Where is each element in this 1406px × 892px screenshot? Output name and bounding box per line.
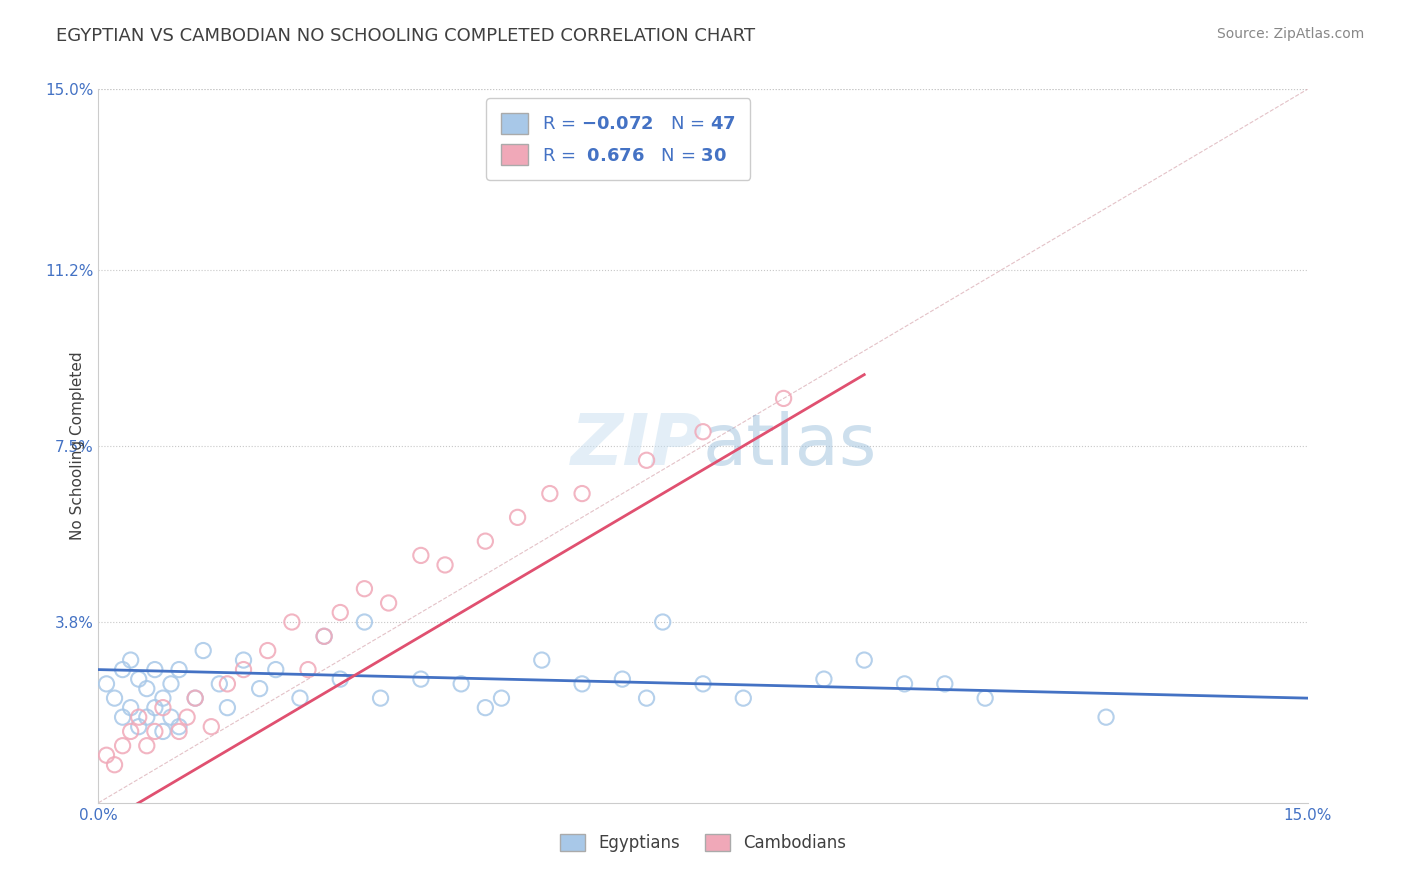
Point	[377, 596, 399, 610]
Point	[506, 510, 529, 524]
Point	[184, 691, 207, 706]
Point	[530, 653, 553, 667]
Y-axis label: No Schooling Completed: No Schooling Completed	[69, 351, 84, 541]
Point	[353, 615, 375, 629]
Point	[329, 606, 352, 620]
Point	[128, 672, 150, 686]
Point	[571, 486, 593, 500]
Point	[200, 720, 222, 734]
Point	[651, 615, 673, 629]
Point	[152, 724, 174, 739]
Point	[128, 710, 150, 724]
Point	[636, 453, 658, 467]
Point	[135, 681, 157, 696]
Point	[176, 710, 198, 724]
Point	[143, 700, 166, 714]
Point	[538, 486, 561, 500]
Point	[135, 710, 157, 724]
Point	[184, 691, 207, 706]
Point	[772, 392, 794, 406]
Point	[813, 672, 835, 686]
Point	[167, 720, 190, 734]
Point	[893, 677, 915, 691]
Point	[853, 653, 876, 667]
Point	[111, 663, 134, 677]
Point	[329, 672, 352, 686]
Point	[120, 653, 142, 667]
Point	[96, 677, 118, 691]
Text: EGYPTIAN VS CAMBODIAN NO SCHOOLING COMPLETED CORRELATION CHART: EGYPTIAN VS CAMBODIAN NO SCHOOLING COMPL…	[56, 27, 755, 45]
Point	[167, 724, 190, 739]
Point	[217, 677, 239, 691]
Point	[692, 677, 714, 691]
Point	[152, 691, 174, 706]
Point	[1095, 710, 1118, 724]
Text: atlas: atlas	[703, 411, 877, 481]
Point	[193, 643, 215, 657]
Point	[152, 700, 174, 714]
Point	[135, 739, 157, 753]
Point	[160, 710, 183, 724]
Text: ZIP: ZIP	[571, 411, 703, 481]
Point	[208, 677, 231, 691]
Point	[249, 681, 271, 696]
Point	[232, 653, 254, 667]
Text: Source: ZipAtlas.com: Source: ZipAtlas.com	[1216, 27, 1364, 41]
Point	[434, 558, 457, 572]
Point	[103, 691, 125, 706]
Point	[103, 757, 125, 772]
Point	[143, 663, 166, 677]
Point	[314, 629, 336, 643]
Point	[934, 677, 956, 691]
Point	[571, 677, 593, 691]
Point	[111, 710, 134, 724]
Point	[370, 691, 392, 706]
Point	[160, 677, 183, 691]
Point	[733, 691, 755, 706]
Point	[111, 739, 134, 753]
Point	[450, 677, 472, 691]
Point	[217, 700, 239, 714]
Legend: Egyptians, Cambodians: Egyptians, Cambodians	[553, 827, 853, 859]
Point	[353, 582, 375, 596]
Point	[474, 534, 496, 549]
Point	[314, 629, 336, 643]
Point	[636, 691, 658, 706]
Point	[692, 425, 714, 439]
Point	[167, 663, 190, 677]
Point	[143, 724, 166, 739]
Point	[232, 663, 254, 677]
Point	[409, 549, 432, 563]
Point	[288, 691, 311, 706]
Point	[264, 663, 287, 677]
Point	[120, 700, 142, 714]
Point	[256, 643, 278, 657]
Point	[281, 615, 304, 629]
Point	[96, 748, 118, 763]
Point	[974, 691, 997, 706]
Point	[612, 672, 634, 686]
Point	[297, 663, 319, 677]
Point	[120, 724, 142, 739]
Point	[128, 720, 150, 734]
Point	[409, 672, 432, 686]
Point	[491, 691, 513, 706]
Point	[474, 700, 496, 714]
